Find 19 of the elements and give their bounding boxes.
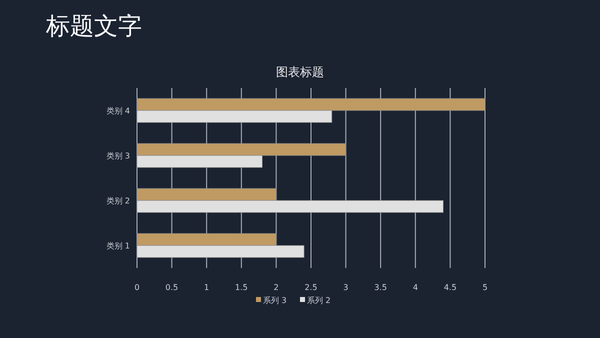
legend-label: 系列 3 [263, 296, 287, 305]
x-tick-label: 1 [204, 283, 210, 292]
x-tick-label: 0.5 [165, 283, 178, 292]
y-tick-label: 类别 1 [106, 242, 130, 250]
chart-title: 标题文字 [45, 12, 142, 40]
x-tick-label: 3 [343, 283, 348, 292]
x-tick-label: 2 [274, 283, 279, 292]
legend-label: 系列 2 [307, 296, 331, 305]
y-tick-label: 类别 2 [106, 196, 130, 206]
x-tick-label: 0 [134, 283, 140, 292]
x-tick-label: 2.5 [304, 283, 318, 292]
x-tick-label: 1.5 [235, 283, 248, 292]
chart-subtitle: 图表标题 [276, 65, 324, 79]
y-tick-label: 类别 3 [106, 152, 130, 160]
x-tick-label: 4.5 [444, 283, 457, 292]
x-tick-label: 5 [482, 283, 488, 292]
y-tick-label: 类别 4 [106, 106, 130, 116]
x-tick-label: 4 [412, 283, 418, 292]
x-tick-label: 3.5 [374, 283, 387, 292]
